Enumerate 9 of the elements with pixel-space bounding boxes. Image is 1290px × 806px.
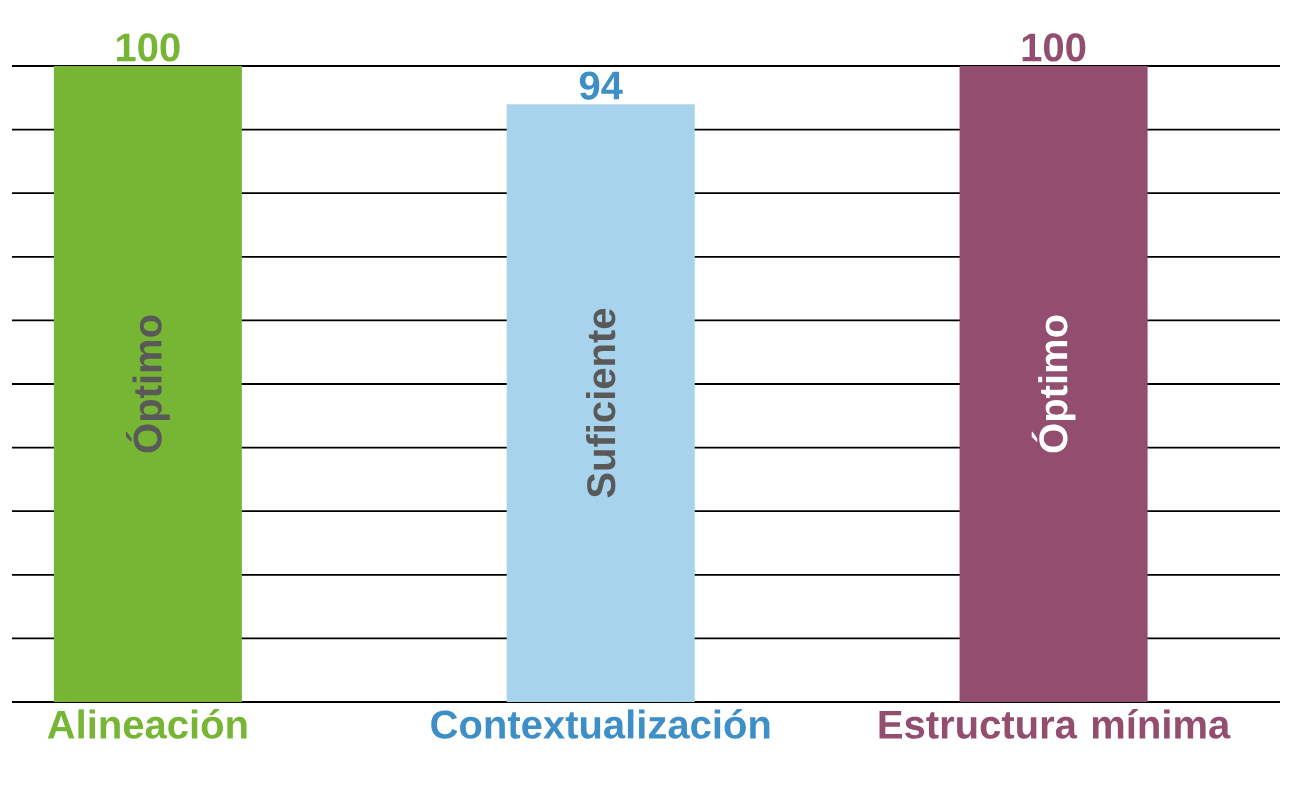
x-tick-label: Contextualización [431, 709, 770, 739]
annotation: Óptimo [1031, 315, 1076, 453]
data-label: 100 [1022, 33, 1086, 62]
data-label: 100 [117, 33, 180, 62]
x-tick-label: Alineación [47, 709, 247, 739]
data-label: 94 [579, 71, 623, 100]
annotation: Suficiente [586, 308, 616, 498]
annotation: Óptimo [125, 315, 170, 453]
x-tick-label: Estructura mínima [879, 709, 1231, 739]
